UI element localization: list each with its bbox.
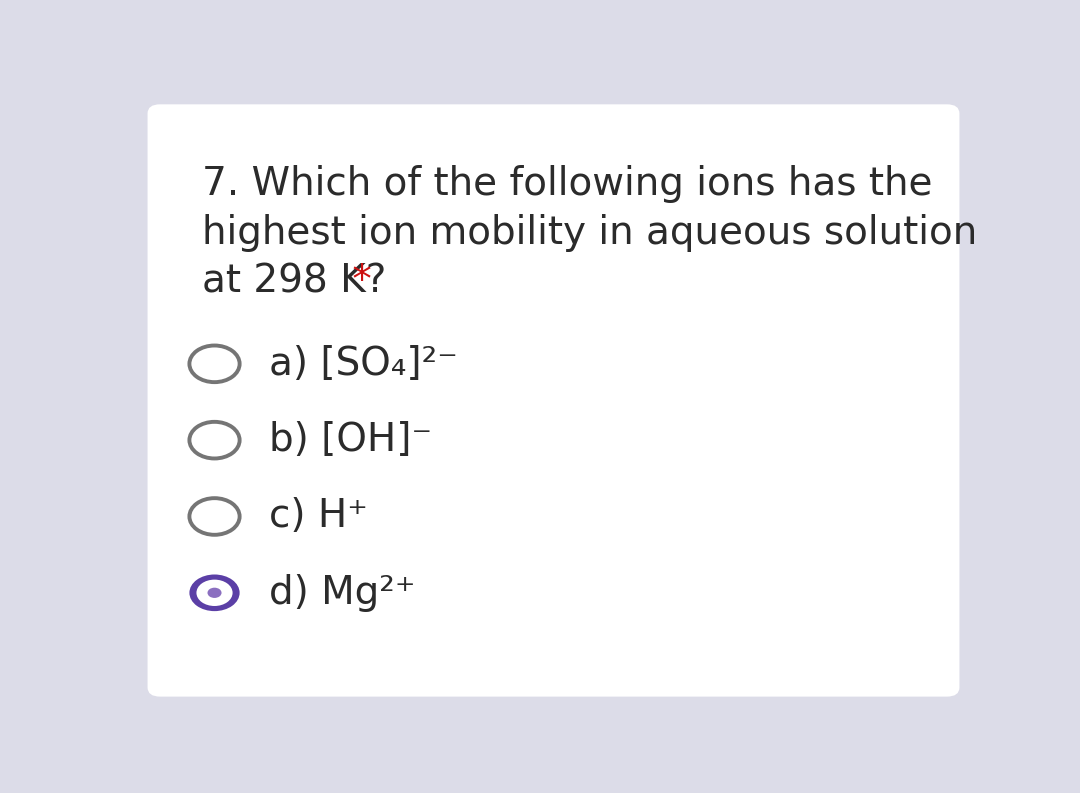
Text: highest ion mobility in aqueous solution: highest ion mobility in aqueous solution — [202, 213, 977, 251]
Circle shape — [207, 588, 221, 598]
Text: a) [SO₄]²⁻: a) [SO₄]²⁻ — [269, 345, 458, 383]
Text: 7. Which of the following ions has the: 7. Which of the following ions has the — [202, 165, 932, 203]
Circle shape — [189, 498, 240, 534]
Text: c) H⁺: c) H⁺ — [269, 497, 368, 535]
FancyBboxPatch shape — [148, 105, 959, 696]
Text: at 298 K?: at 298 K? — [202, 262, 387, 301]
Circle shape — [197, 580, 232, 606]
Text: b) [OH]⁻: b) [OH]⁻ — [269, 421, 432, 459]
Text: d) Mg²⁺: d) Mg²⁺ — [269, 574, 416, 612]
Circle shape — [189, 346, 240, 382]
Circle shape — [189, 574, 240, 611]
Text: *: * — [340, 262, 372, 301]
Circle shape — [189, 422, 240, 458]
